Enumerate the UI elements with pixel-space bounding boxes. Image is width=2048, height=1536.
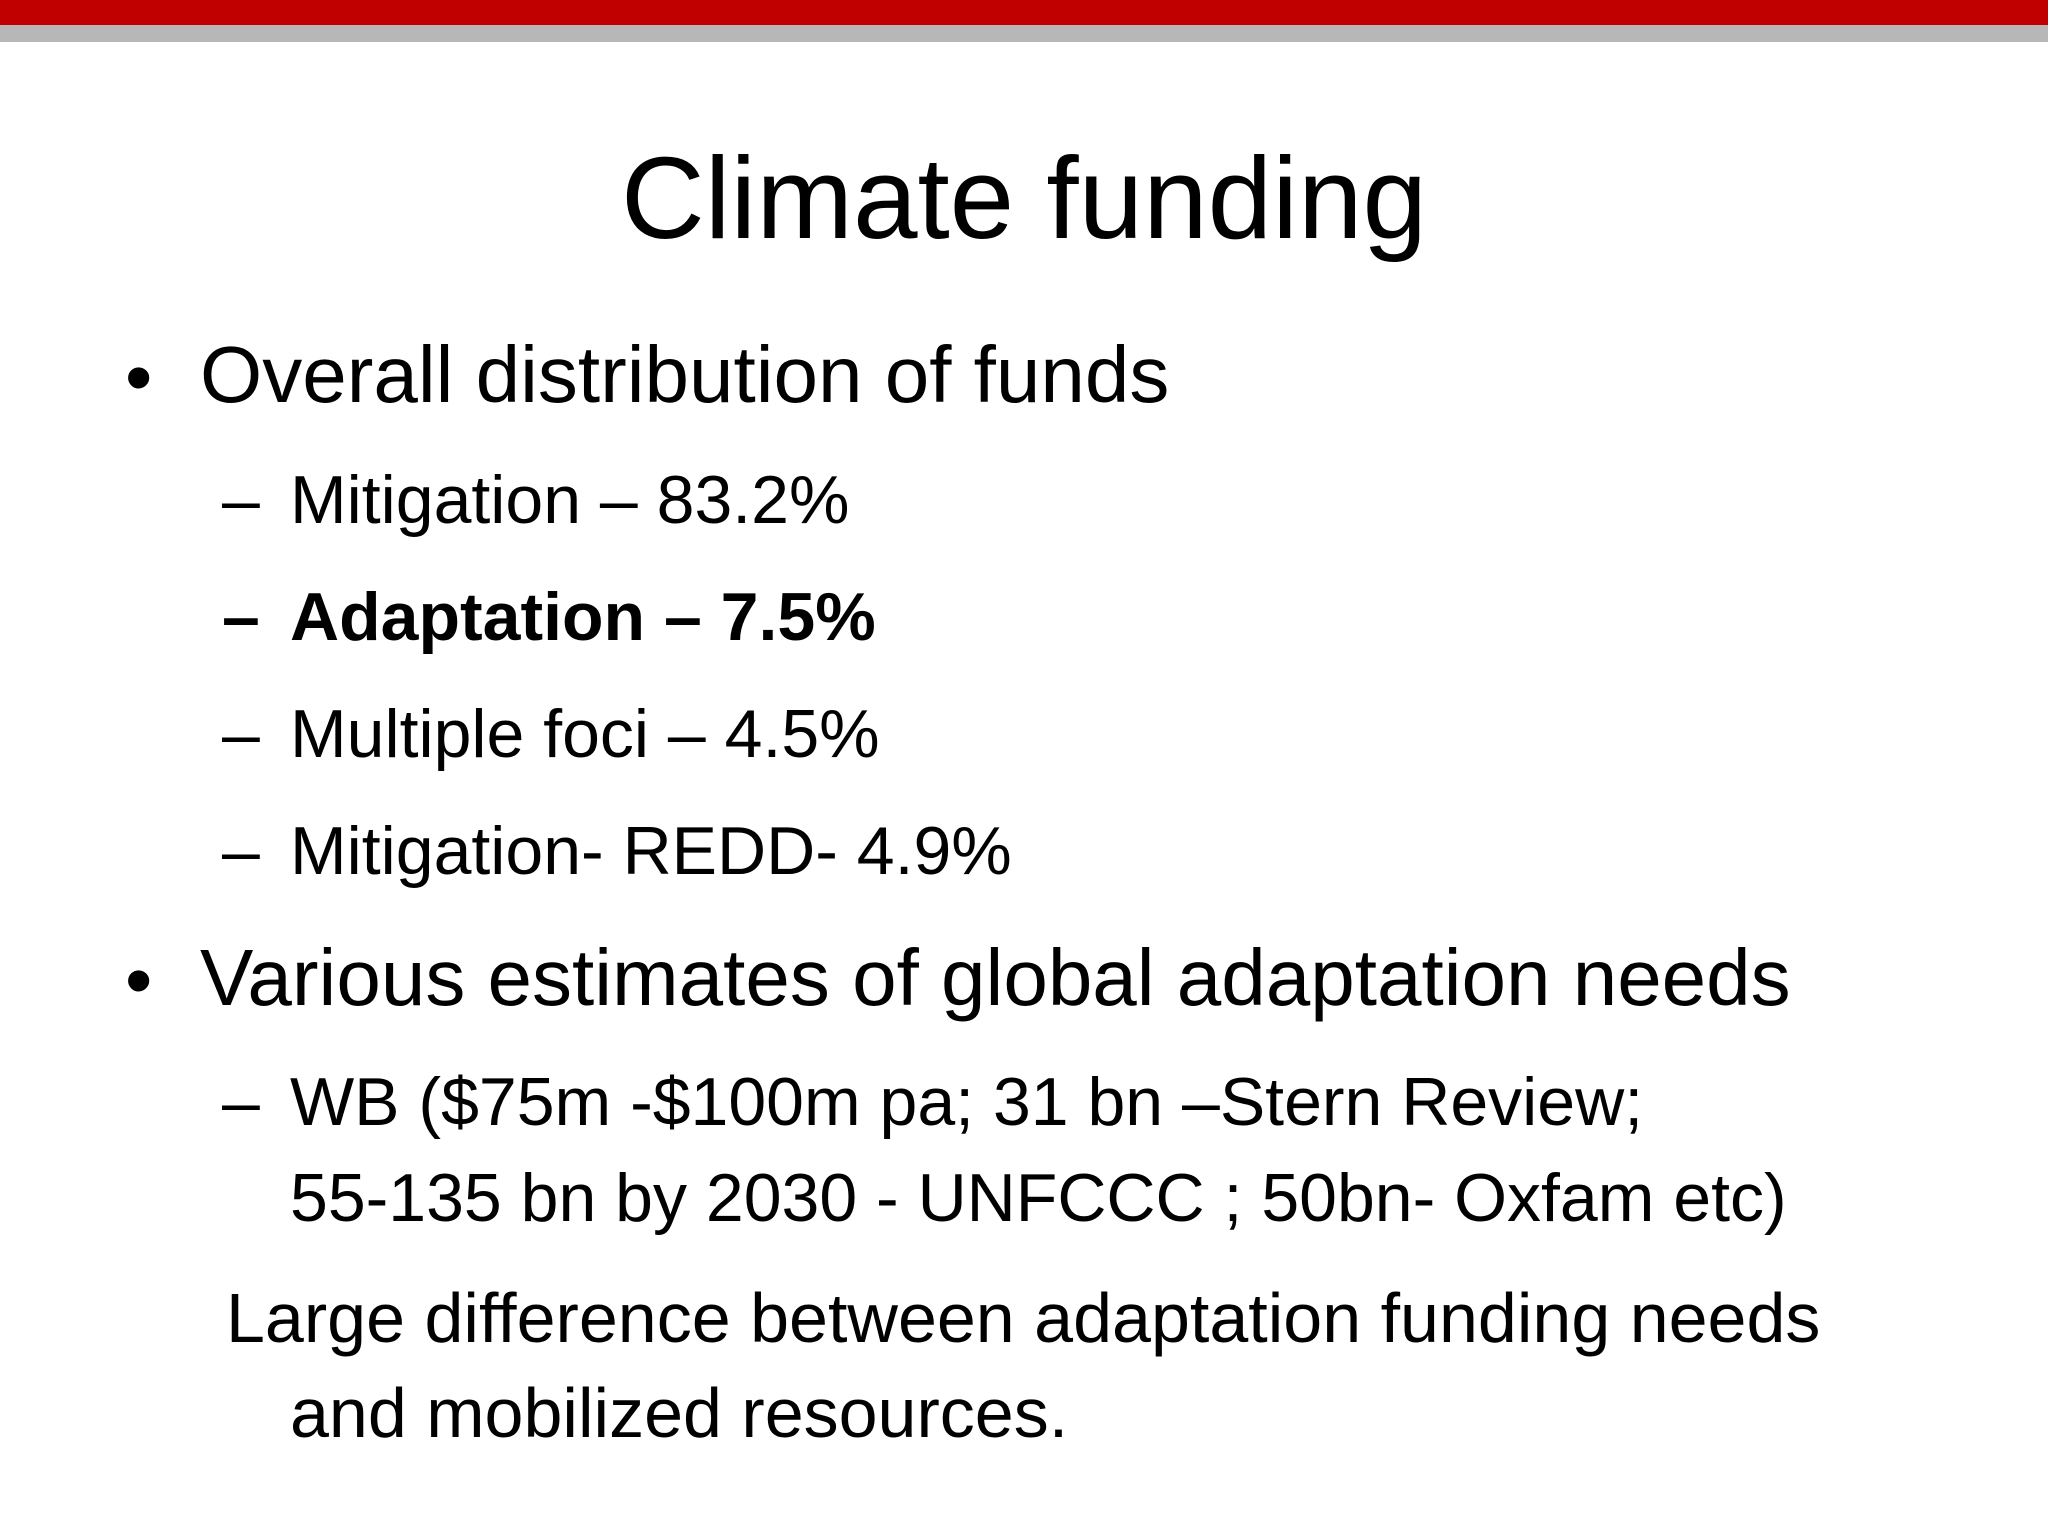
subitem-text: Adaptation – 7.5% [290,579,876,655]
note-text-line2: and mobilized resources. [290,1374,1069,1452]
dash-symbol: – [222,696,260,772]
bullet-symbol: • [125,333,153,421]
dash-symbol: – [222,579,260,655]
note-text-line1: Large difference between adaptation fund… [226,1279,1821,1357]
top-accent-bar-red [0,0,2048,25]
subitem-text-line1: WB ($75m -$100m pa; 31 bn –Stern Review; [290,1064,1644,1140]
dash-symbol: – [222,813,260,889]
dash-symbol: – [222,462,260,538]
slide-title: Climate funding [621,133,1427,263]
subitem-text-line2: 55-135 bn by 2030 - UNFCCC ; 50bn- Oxfam… [290,1160,1787,1236]
bullet-text: Various estimates of global adaptation n… [200,933,1791,1022]
bullet-text: Overall distribution of funds [200,330,1170,419]
dash-symbol: – [222,1064,260,1140]
subitem-text: Multiple foci – 4.5% [290,696,880,772]
subitem-text: Mitigation – 83.2% [290,462,850,538]
top-accent-bar-gray [0,25,2048,42]
subitem-text: Mitigation- REDD- 4.9% [290,813,1012,889]
bullet-symbol: • [125,936,153,1024]
